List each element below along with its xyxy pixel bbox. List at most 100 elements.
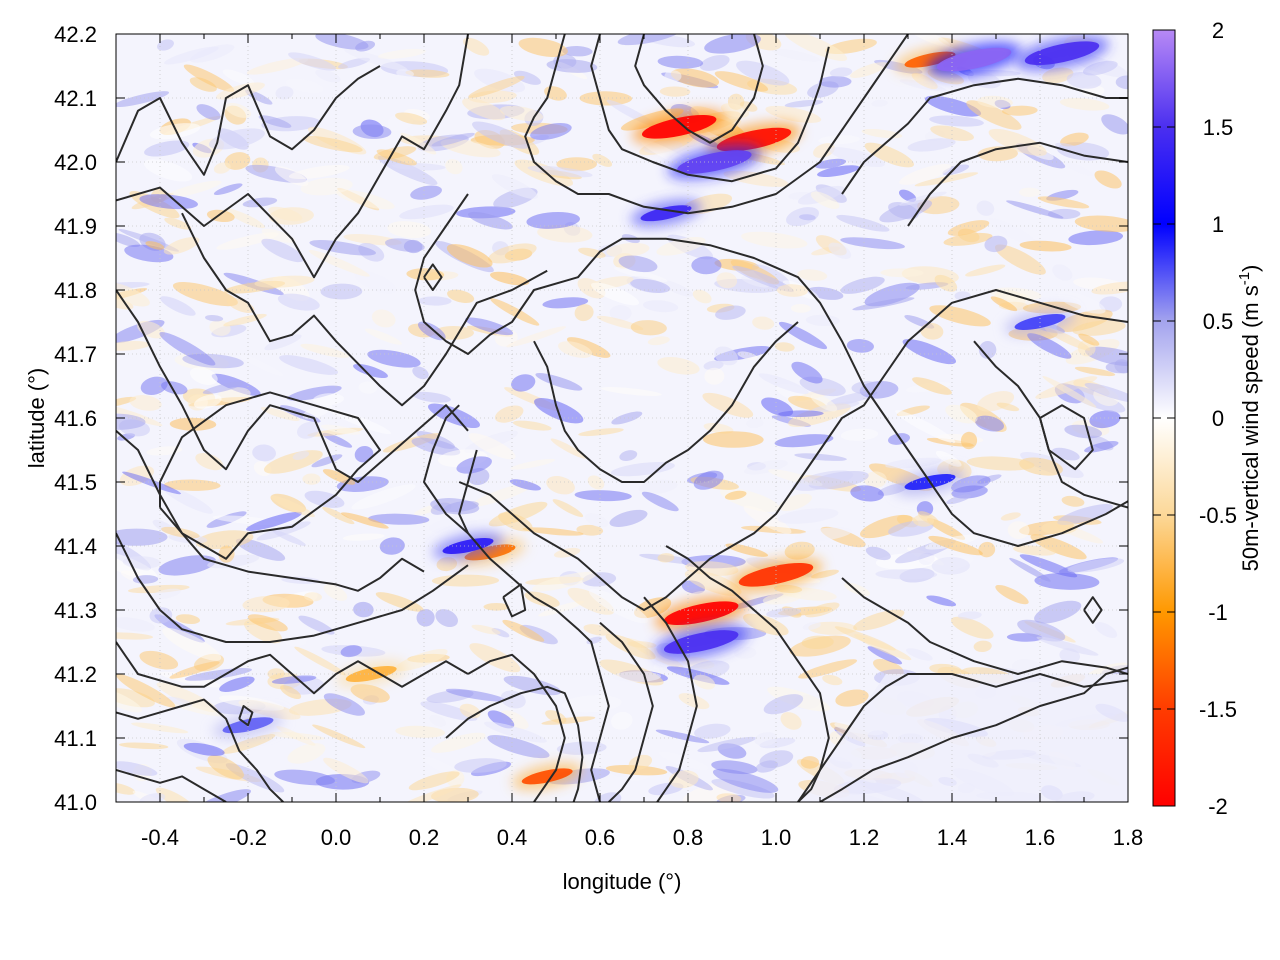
heatmap-cell [659,86,691,97]
hotspot [521,768,573,785]
heatmap-cell [322,432,353,448]
colorbar-ticks: 2 1.5 1 0.5 0 -0.5 -1 -1.5 -2 [1153,18,1237,819]
heatmap-cell [320,283,363,300]
heatmap-cell [562,45,593,57]
heatmap-cell [469,643,521,673]
heatmap-cell [116,674,176,708]
heatmap-cell [777,508,839,524]
heatmap-cell [238,353,284,377]
heatmap-cell [785,207,820,227]
heatmap-cell [541,716,596,725]
heatmap-cell [1056,309,1113,332]
heatmap-cell [292,451,310,460]
colorbar-tick-label: 0.5 [1203,309,1234,334]
heatmap-cell [1034,572,1100,590]
heatmap-cell [183,64,235,92]
heatmap-cell [226,297,255,313]
heatmap-cell [907,138,956,152]
heatmap-cell [400,132,437,155]
heatmap-cell [723,176,783,212]
heatmap-cell [791,361,823,384]
heatmap-cell [693,674,716,690]
heatmap-cell [355,40,376,52]
heatmap-cell [853,609,905,631]
heatmap-cell [1042,376,1097,408]
heatmap-cell [1087,662,1128,678]
heatmap-cell [846,339,874,353]
heatmap-cell [387,221,432,239]
heatmap-cell [371,309,396,328]
heatmap-cell [734,646,757,659]
heatmap-cell [208,128,265,150]
heatmap-cell [488,243,537,264]
heatmap-cell [315,34,369,50]
heatmap-cell [119,742,169,750]
heatmap-cell [835,689,869,707]
heatmap-cell [512,420,552,431]
heatmap-cell [1061,495,1085,507]
heatmap-cell [163,236,200,255]
heatmap-cell [790,303,811,313]
heatmap-cell [988,218,1039,247]
heatmap-cell [184,668,252,681]
hotspot [641,114,717,139]
heatmap-cell [776,284,809,297]
heatmap-cell [752,316,775,330]
heatmap-cell [535,373,583,391]
y-tick-label: 41.7 [54,342,97,367]
heatmap-cell [320,424,361,435]
heatmap-cell [156,682,218,713]
heatmap-cell [902,339,957,365]
heatmap-cell [899,191,947,206]
colorbar-label-main: 50m-vertical wind speed (m s [1238,285,1263,571]
calm-region [798,674,1128,802]
heatmap-cell [193,394,222,409]
heatmap-cell [867,646,903,665]
heatmap-cell [1064,424,1103,439]
heatmap-cell [396,69,414,78]
heatmap-cell [774,434,834,448]
heatmap-cell [854,634,912,661]
heatmap-cell [754,732,778,747]
heatmap-cell [542,297,589,309]
heatmap-cell [976,200,995,216]
heatmap-cell [116,782,136,795]
heatmap-cell [279,355,339,375]
heatmap-cell [630,278,671,293]
heatmap-cell [664,70,682,83]
heatmap-cell [1007,521,1030,540]
heatmap-cell [271,675,317,684]
heatmap-cell [1013,545,1056,556]
heatmap-cell [895,410,956,444]
heatmap-cell [242,197,278,208]
heatmap-cell [149,123,201,140]
heatmap-cell [522,527,584,536]
heatmap-cell [1067,558,1125,573]
heatmap-cell [375,592,424,612]
heatmap-cell [818,135,860,145]
heatmap-cell [213,183,243,196]
heatmap-cell [454,758,507,773]
heatmap-cell [395,725,446,738]
heatmap-cell [693,470,724,490]
heatmap-cell [323,693,365,716]
heatmap-cell [487,710,515,729]
heatmap-cell [431,732,486,753]
heatmap-cell [609,509,648,527]
heatmap-cell [538,600,585,617]
heatmap-cell [928,535,983,556]
heatmap-cell [605,764,668,776]
heatmap-cell [714,346,739,366]
heatmap-cell [342,533,385,541]
contour-line [1039,404,1094,471]
contour-line [819,666,1128,802]
heatmap-cell [129,395,162,411]
heatmap-cell [755,760,778,773]
y-tick-label: 41.3 [54,598,97,623]
heatmap-cell [405,69,450,78]
contour-line [116,430,425,592]
heatmap-cell [1084,383,1128,403]
contour-line [907,141,1128,227]
heatmap-cell [899,163,952,185]
